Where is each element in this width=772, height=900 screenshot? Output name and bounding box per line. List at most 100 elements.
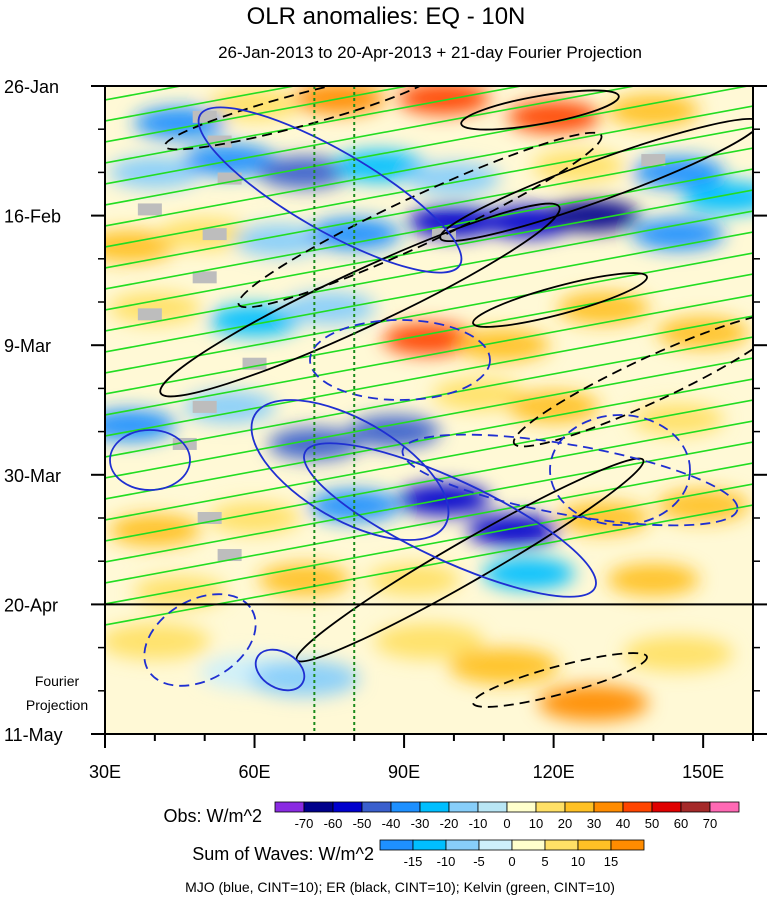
kelvin-contour <box>105 357 753 479</box>
projection-anomaly-cell <box>623 635 734 672</box>
obs-anomaly-cell <box>432 378 525 411</box>
missing-data-cell <box>137 203 162 216</box>
kelvin-contour <box>105 462 753 584</box>
obs-colorbar-swatch <box>361 801 392 813</box>
kelvin-contour <box>105 336 753 458</box>
kelvin-contour <box>105 126 753 248</box>
obs-anomaly-cell <box>293 86 386 115</box>
mjo-contour <box>549 414 691 526</box>
obs-colorbar: -70 -60 -50 -40 -30 -20 -10 0 10 20 30 40 50 60 70 <box>274 801 740 831</box>
waves-colorbar-label: -15 <box>404 854 423 869</box>
obs-colorbar-label: 60 <box>674 816 688 831</box>
kelvin-contour <box>105 399 753 521</box>
obs-anomaly-cell <box>183 390 276 423</box>
plot-axes: 26-Jan 16-Feb 9-Mar 30-Mar 20-Apr 11-May 30E 60… <box>4 77 767 782</box>
mjo-contour <box>197 106 463 274</box>
obs-colorbar-label: -70 <box>295 816 314 831</box>
waves-colorbar-swatch <box>412 839 447 851</box>
waves-colorbar-swatch <box>544 839 579 851</box>
obs-anomaly-cell <box>108 514 201 547</box>
chart-subtitle: 26-Jan-2013 to 20-Apr-2013 + 21-day Four… <box>218 43 642 62</box>
missing-data-cell <box>202 228 227 241</box>
mjo-contour <box>254 648 306 692</box>
kelvin-contour <box>105 189 753 311</box>
waves-colorbar-swatch <box>445 839 480 851</box>
waves-colorbar-label: 10 <box>571 854 585 869</box>
waves-colorbar: -15 -10 -5 0 5 10 15 <box>379 839 645 869</box>
y-tick-label: 16-Feb <box>4 207 61 227</box>
obs-anomaly-cell <box>632 403 725 436</box>
kelvin-contour <box>105 86 639 185</box>
obs-colorbar-swatch <box>622 801 653 813</box>
obs-colorbar-swatch <box>564 801 595 813</box>
er-contour <box>472 272 648 328</box>
obs-anomaly-cell <box>308 489 401 522</box>
obs-colorbar-swatch <box>709 801 740 813</box>
obs-anomaly-cell <box>682 181 753 214</box>
kelvin-contour <box>105 231 753 353</box>
obs-anomaly-cell <box>397 86 490 115</box>
obs-colorbar-label: -10 <box>469 816 488 831</box>
obs-colorbar-swatch <box>680 801 711 813</box>
mjo-contour <box>109 429 191 491</box>
er-contour <box>159 202 561 398</box>
obs-colorbar-label: -20 <box>440 816 459 831</box>
waves-colorbar-swatch <box>478 839 513 851</box>
x-tick-label: 30E <box>89 762 121 782</box>
kelvin-contour <box>105 294 753 416</box>
x-tick-label: 60E <box>239 762 271 782</box>
obs-anomaly-cell <box>208 88 301 121</box>
kelvin-contour <box>105 252 753 374</box>
projection-label-line2: Projection <box>26 697 88 713</box>
obs-anomaly-cell <box>283 292 376 325</box>
mjo-contour <box>401 433 739 527</box>
obs-colorbar-label: 70 <box>703 816 717 831</box>
wave-contours <box>105 86 753 708</box>
obs-anomaly-cell <box>607 563 700 596</box>
obs-colorbar-label: -60 <box>324 816 343 831</box>
kelvin-contour <box>105 315 753 437</box>
x-tick-label: 150E <box>682 762 724 782</box>
obs-anomaly-cell <box>183 144 276 177</box>
obs-anomaly-cell <box>233 224 326 257</box>
missing-data-cell <box>641 154 666 167</box>
waves-colorbar-label: 15 <box>604 854 618 869</box>
contour-legend-note: MJO (blue, CINT=10); ER (black, CINT=10)… <box>185 879 615 895</box>
waves-colorbar-swatch <box>379 839 414 851</box>
obs-colorbar-swatch <box>593 801 624 813</box>
waves-colorbar-title: Sum of Waves: W/m^2 <box>192 844 374 864</box>
obs-anomaly-cell <box>105 230 176 263</box>
mjo-contour <box>250 399 450 541</box>
kelvin-contour <box>105 86 752 206</box>
obs-colorbar-title: Obs: W/m^2 <box>164 806 262 826</box>
obs-anomaly-cell <box>482 557 575 590</box>
kelvin-contour <box>105 86 412 143</box>
obs-anomaly-cell <box>557 292 650 325</box>
obs-colorbar-swatch <box>506 801 537 813</box>
obs-anomaly-cell <box>383 323 475 356</box>
obs-colorbar-swatch <box>332 801 363 813</box>
er-contour <box>460 89 620 131</box>
er-contour <box>237 131 603 309</box>
obs-anomaly-cell <box>557 502 650 534</box>
waves-colorbar-swatch <box>577 839 612 851</box>
obs-colorbar-swatch <box>477 801 508 813</box>
obs-colorbar-swatch <box>448 801 479 813</box>
kelvin-contour <box>105 168 753 290</box>
y-tick-label: 26-Jan <box>4 77 59 97</box>
plot-frame <box>104 85 754 735</box>
waves-colorbar-swatch <box>511 839 546 851</box>
obs-colorbar-swatch <box>419 801 450 813</box>
kelvin-contour <box>105 273 753 395</box>
mjo-contour <box>303 442 597 598</box>
obs-anomaly-cell <box>208 502 301 534</box>
missing-data-cell <box>192 400 217 413</box>
projection-label-line1: Fourier <box>35 673 80 689</box>
reference-lines <box>313 86 356 734</box>
missing-data-cell <box>137 308 162 321</box>
waves-colorbar-label: 5 <box>541 854 548 869</box>
obs-colorbar-label: 50 <box>645 816 659 831</box>
kelvin-contour <box>105 147 753 269</box>
obs-colorbar-label: 20 <box>558 816 572 831</box>
